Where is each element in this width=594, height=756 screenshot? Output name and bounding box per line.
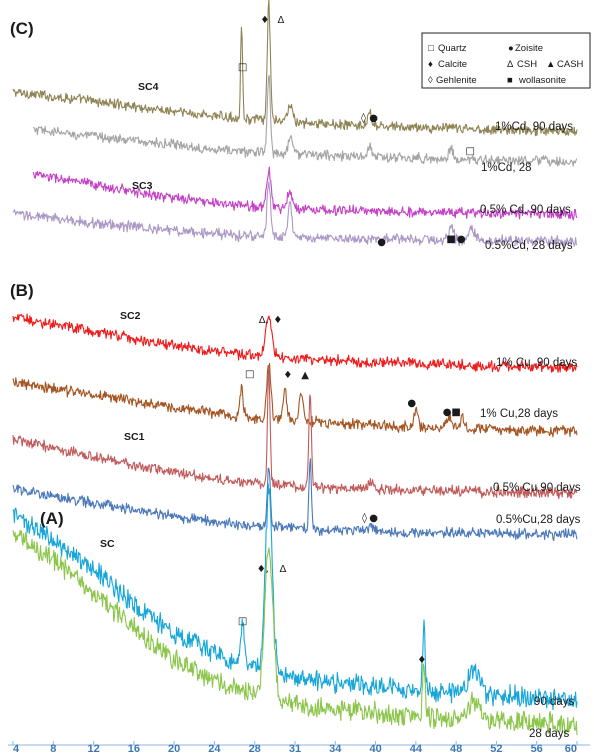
legend: □ Quartz ● Zoisite ♦ Calcite Δ CSH ▲ CAS… [421,32,591,89]
curve-label-90-days: 90 days [534,696,575,708]
phase-marker: ● [377,237,386,248]
legend-label-cash: CASH [557,59,584,70]
phase-marker: ◊ [361,112,366,124]
pattern-line-0 [12,0,578,137]
panel-label-c: (C) [10,19,34,38]
x-tick-label: 24 [208,743,221,755]
phase-marker: ♦ [260,15,269,26]
pattern-line-4 [12,313,578,373]
pattern-line-1 [33,74,578,167]
legend-symbol-wollasonite: ■ [507,75,513,86]
phase-marker: ● [369,113,378,124]
phase-marker: □ [238,62,247,73]
pattern-line-2 [32,166,578,221]
group-label-sc1: SC1 [124,431,145,443]
legend-label-calcite: Calcite [438,59,467,70]
legend-label-zoisite: Zoisite [515,43,543,54]
curve-label-05cu-90: 0.5% Cu,90 days [493,482,581,494]
x-tick-label: 28 [249,743,261,755]
curve-label-05cd-90: 0.5% Cd, 90 days [480,204,571,216]
diffraction-patterns [12,0,578,737]
x-tick-label: 48 [450,743,462,755]
pattern-line-6 [12,366,578,500]
legend-symbol-quartz: □ [428,43,434,54]
x-tick-label: 31 [289,743,301,755]
group-label-sc3: SC3 [132,180,153,192]
legend-symbol-cash: ▲ [546,59,555,70]
x-tick-label: 52 [490,743,502,755]
legend-symbol-gehlenite: ◊ [428,75,433,86]
x-tick-label: 34 [329,743,342,755]
legend-label-quartz: Quartz [438,43,467,54]
curve-label-1cd-90: 1%Cd, 90 days [495,121,573,133]
x-tick-label: 4 [13,743,20,755]
curve-label-1cu-90: 1% Cu, 90 days [496,357,577,369]
legend-symbol-zoisite: ● [508,43,514,54]
phase-marker: Δ, [259,315,269,326]
phase-marker: ◊ [362,512,367,524]
x-tick-label: 40 [369,743,381,755]
pattern-line-9 [12,529,578,737]
phase-marker: □ [245,369,254,380]
phase-marker: ● [457,234,466,245]
phase-marker: ▲ [301,370,309,381]
phase-marker: ♦ [417,655,426,666]
curve-label-28-days: 28 days [529,728,570,740]
x-tick-label: 44 [410,743,423,755]
x-tick-label: 12 [87,743,99,755]
legend-box [421,32,591,89]
x-tick-label: 20 [168,743,180,755]
curve-label-05cu-28: 0.5%Cu,28 days [496,514,581,526]
phase-marker: ♦ [283,370,292,381]
phase-marker: □ [465,146,474,157]
legend-symbol-csh: Δ [507,59,514,70]
legend-label-csh: CSH [517,59,537,70]
phase-marker: ♦ [273,315,282,326]
group-label-sc: SC [100,538,115,550]
pattern-line-5 [12,362,578,438]
group-label-sc4: SC4 [138,81,159,93]
x-axis-ticks: 4 8 12 16 20 24 28 31 34 40 44 48 52 56 60 [12,741,578,755]
x-tick-label: 16 [128,743,140,755]
x-tick-label: 56 [531,743,543,755]
legend-label-wollasonite: wollasonite [518,75,566,86]
phase-marker: ● [369,513,378,524]
phase-marker: ■ [446,234,455,245]
legend-symbol-calcite: ♦ [428,59,433,70]
phase-marker: □ [238,616,247,627]
x-tick-label: 60 [565,743,577,755]
panel-label-a: (A) [40,509,64,528]
curve-label-1cu-28: 1% Cu,28 days [480,408,558,420]
pattern-line-8 [12,483,578,711]
phase-marker: ♦, [257,564,269,575]
x-tick-label: 8 [50,743,56,755]
phase-marker: Δ [277,15,284,26]
legend-label-gehlenite: Gehlenite [436,75,477,86]
phase-markers: □♦ Δ◊ ●□● ■ ●Δ, ♦□ ♦ ▲●● ■◊ ●□♦, Δ♦ [238,15,475,666]
group-label-sc2: SC2 [120,310,141,322]
pattern-line-3 [12,181,578,248]
phase-marker: ■ [451,407,460,418]
phase-marker: ● [407,398,416,409]
phase-marker: ● [443,407,452,418]
pattern-line-7 [12,458,578,542]
panel-label-b: (B) [10,281,34,300]
curve-label-05cd-28: 0.5%Cd, 28 days [485,240,573,252]
phase-marker: Δ [279,564,286,575]
curve-label-1cd-28: 1%Cd, 28 [481,162,532,174]
